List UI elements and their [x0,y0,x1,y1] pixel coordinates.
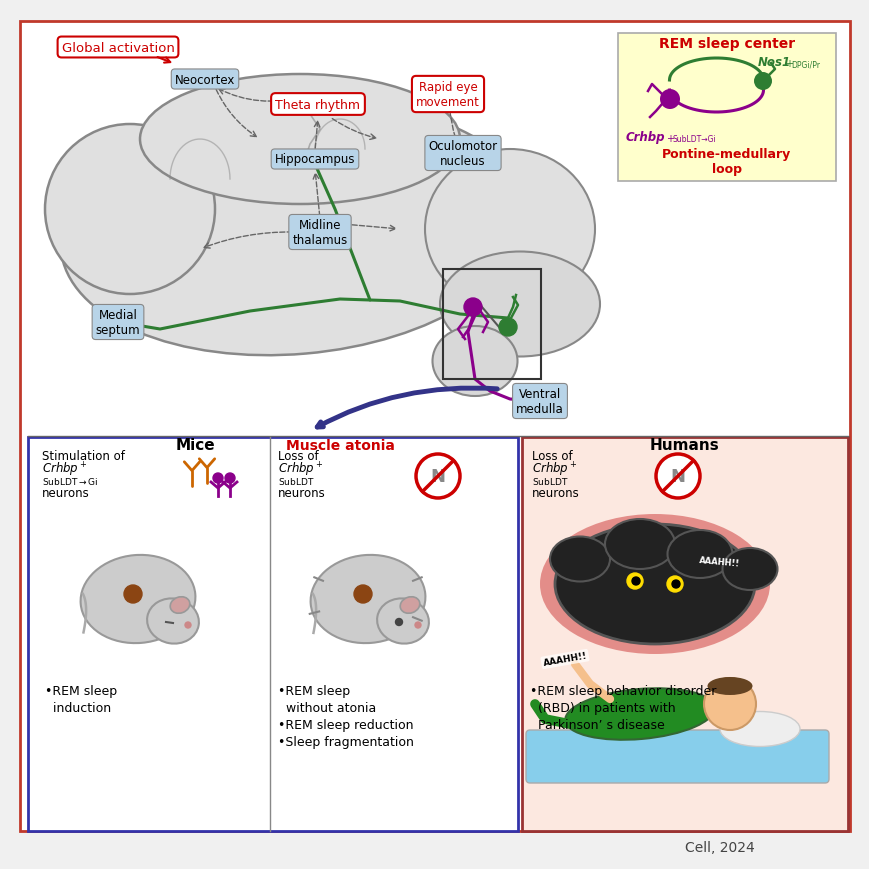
Text: Pontine-medullary
loop: Pontine-medullary loop [661,148,791,176]
Ellipse shape [310,555,425,643]
Text: DPGi/Pr: DPGi/Pr [790,61,819,70]
Text: AAAHH!!: AAAHH!! [541,651,587,667]
Text: Neocortex: Neocortex [175,73,235,86]
Circle shape [627,574,642,589]
Text: Cell, 2024: Cell, 2024 [685,840,754,854]
Ellipse shape [140,75,460,205]
Ellipse shape [706,677,752,695]
Text: $\mathregular{SubLDT}$: $\mathregular{SubLDT}$ [531,476,567,487]
Circle shape [631,577,640,586]
Circle shape [753,73,771,91]
Text: Nos1: Nos1 [757,56,790,69]
Text: Mice: Mice [175,438,215,453]
Ellipse shape [425,149,594,309]
FancyBboxPatch shape [521,437,847,831]
FancyBboxPatch shape [20,22,849,831]
Text: REM sleep center: REM sleep center [658,37,794,51]
Ellipse shape [440,252,600,357]
Text: Humans: Humans [649,438,719,453]
Ellipse shape [720,712,799,746]
Circle shape [415,454,460,499]
Ellipse shape [432,327,517,396]
Ellipse shape [81,555,196,643]
Circle shape [499,319,516,336]
Text: N: N [430,468,445,486]
Ellipse shape [721,548,777,590]
Text: Global activation: Global activation [62,42,175,55]
Text: Muscle atonia: Muscle atonia [285,439,394,453]
Circle shape [354,586,372,603]
FancyBboxPatch shape [28,437,517,831]
Text: Medial
septum: Medial septum [96,308,140,336]
Text: •REM sleep
  induction: •REM sleep induction [45,684,117,714]
FancyBboxPatch shape [617,34,835,182]
Circle shape [395,619,402,626]
Text: neurons: neurons [531,487,579,500]
Text: Ventral
medulla: Ventral medulla [515,388,563,415]
Text: neurons: neurons [278,487,325,500]
Text: Hippocampus: Hippocampus [275,153,355,166]
Text: $\mathregular{SubLDT{\rightarrow}Gi}$: $\mathregular{SubLDT{\rightarrow}Gi}$ [42,476,98,487]
Text: Loss of: Loss of [531,450,572,463]
Circle shape [667,576,682,593]
Text: +: + [784,59,792,69]
Ellipse shape [45,125,215,295]
Ellipse shape [170,597,189,614]
Text: $\it{Crhbp}^+$: $\it{Crhbp}^+$ [42,461,88,479]
Circle shape [185,622,191,628]
Text: Crhbp: Crhbp [626,130,665,143]
Text: AAAHH!!: AAAHH!! [699,555,740,567]
Text: Oculomotor
nucleus: Oculomotor nucleus [428,140,497,168]
Circle shape [655,454,700,499]
Ellipse shape [667,530,732,579]
Text: •REM sleep
  without atonia
•REM sleep reduction
•Sleep fragmentation: •REM sleep without atonia •REM sleep red… [278,684,414,748]
Circle shape [213,474,222,483]
Text: SubLDT→Gi: SubLDT→Gi [673,136,716,144]
Ellipse shape [376,599,428,644]
Text: +: + [666,134,673,144]
Ellipse shape [565,688,714,740]
Ellipse shape [549,537,609,582]
Text: $\it{Crhbp}^+$: $\it{Crhbp}^+$ [278,461,323,479]
Text: Stimulation of: Stimulation of [42,450,125,463]
Ellipse shape [147,599,199,644]
Circle shape [415,622,421,628]
Ellipse shape [61,103,528,355]
Text: •REM sleep behavior disorder
  (RBD) in patients with
  Parkinson’ s disease: •REM sleep behavior disorder (RBD) in pa… [529,684,715,731]
Text: Midline
thalamus: Midline thalamus [292,219,348,247]
FancyBboxPatch shape [526,730,828,783]
Text: N: N [670,468,685,486]
Ellipse shape [400,597,420,614]
Text: neurons: neurons [42,487,90,500]
Circle shape [671,580,680,588]
Text: Theta rhythm: Theta rhythm [275,98,360,111]
Ellipse shape [554,524,754,644]
Ellipse shape [540,514,769,654]
Text: $\it{Crhbp}^+$: $\it{Crhbp}^+$ [531,461,577,479]
Circle shape [124,586,142,603]
Text: Rapid eye
movement: Rapid eye movement [415,81,480,109]
Circle shape [463,299,481,316]
Ellipse shape [604,520,674,569]
Circle shape [703,678,755,730]
Text: $\mathregular{SubLDT}$: $\mathregular{SubLDT}$ [278,476,315,487]
Text: Loss of: Loss of [278,450,318,463]
Circle shape [660,90,680,109]
Circle shape [225,474,235,483]
